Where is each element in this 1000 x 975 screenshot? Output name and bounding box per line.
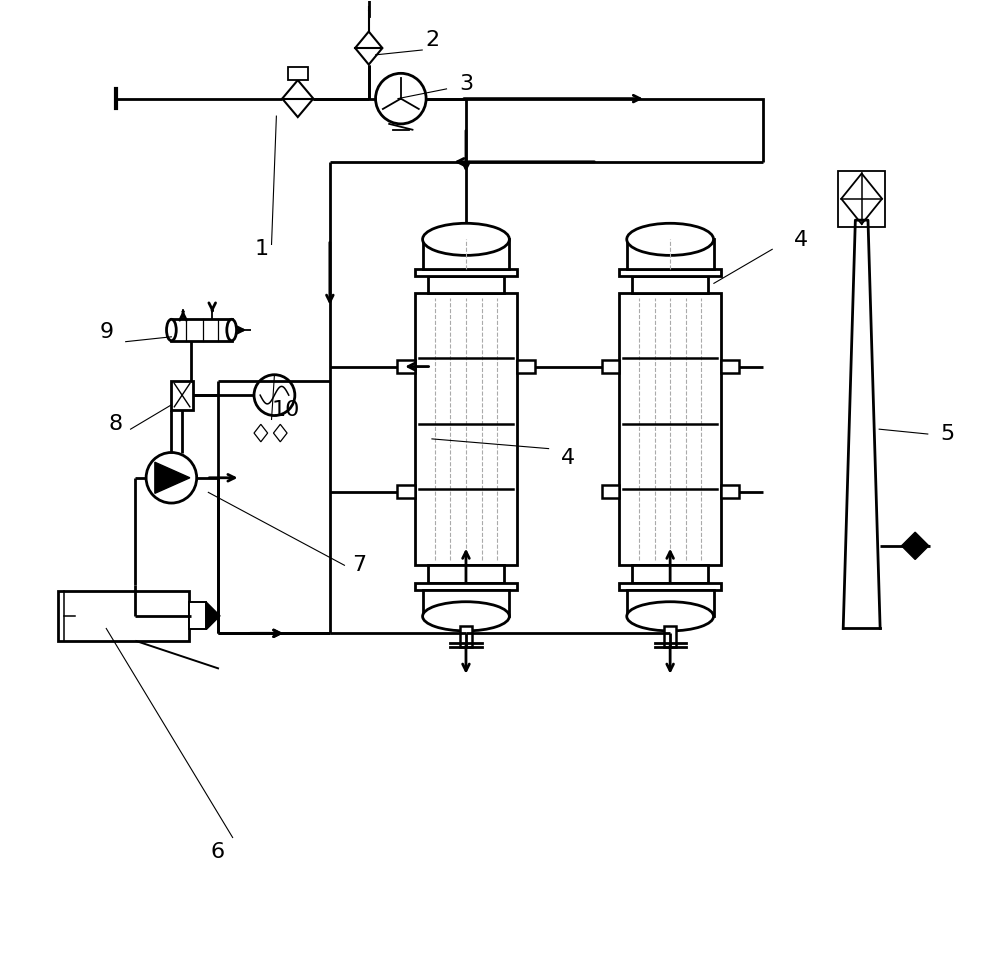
Bar — [58, 591, 189, 642]
Text: 3: 3 — [459, 74, 473, 94]
Bar — [423, 590, 509, 616]
Text: 5: 5 — [940, 424, 954, 444]
Bar — [627, 239, 714, 269]
Bar — [460, 626, 472, 647]
Polygon shape — [902, 532, 929, 560]
Ellipse shape — [423, 602, 509, 631]
Circle shape — [254, 374, 295, 415]
Bar — [664, 626, 676, 647]
Bar — [517, 360, 535, 372]
Text: 9: 9 — [99, 322, 113, 342]
Text: 4: 4 — [561, 448, 575, 468]
Bar — [288, 66, 308, 80]
Bar — [397, 360, 415, 372]
Polygon shape — [282, 80, 313, 117]
Bar — [632, 276, 708, 293]
Bar — [721, 486, 739, 498]
Ellipse shape — [627, 223, 714, 255]
Bar — [428, 566, 504, 583]
Bar — [619, 293, 721, 566]
Ellipse shape — [167, 319, 176, 340]
Bar — [619, 269, 721, 276]
Circle shape — [146, 452, 197, 503]
Ellipse shape — [227, 319, 237, 340]
Bar — [171, 380, 193, 410]
Ellipse shape — [627, 602, 714, 631]
Bar — [619, 583, 721, 590]
Polygon shape — [355, 31, 382, 64]
Bar — [397, 486, 415, 498]
Polygon shape — [841, 174, 882, 224]
Bar — [602, 486, 619, 498]
Bar — [838, 171, 885, 227]
Bar — [428, 276, 504, 293]
Text: 4: 4 — [794, 229, 808, 250]
Bar — [415, 583, 517, 590]
Text: 7: 7 — [352, 556, 366, 575]
Text: 8: 8 — [109, 414, 123, 434]
Circle shape — [376, 73, 426, 124]
Text: 6: 6 — [211, 842, 225, 862]
Bar — [415, 293, 517, 566]
Bar — [171, 319, 232, 340]
Bar — [415, 269, 517, 276]
Ellipse shape — [423, 223, 509, 255]
Text: 2: 2 — [425, 30, 439, 51]
Bar — [423, 239, 509, 269]
Text: 10: 10 — [272, 400, 300, 419]
Text: 1: 1 — [255, 239, 269, 259]
Bar — [189, 603, 206, 630]
Bar — [602, 360, 619, 372]
Polygon shape — [155, 462, 190, 493]
Bar — [721, 360, 739, 372]
Polygon shape — [206, 603, 220, 630]
Bar — [627, 590, 714, 616]
Bar — [632, 566, 708, 583]
